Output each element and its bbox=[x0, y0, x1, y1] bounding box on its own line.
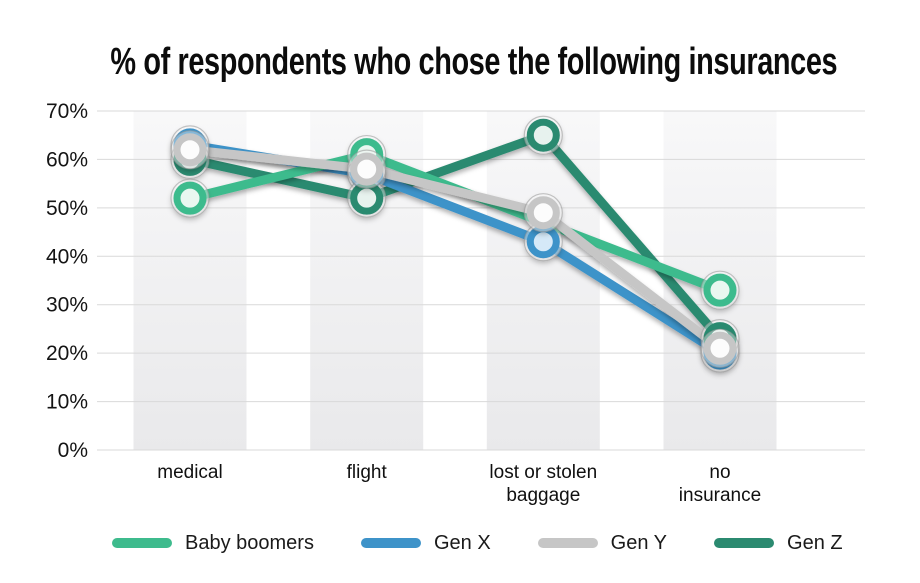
marker-gen-z bbox=[523, 115, 563, 155]
marker-gen-z bbox=[347, 178, 387, 218]
legend-item-baby-boomers: Baby boomers bbox=[112, 532, 314, 555]
marker-gen-y bbox=[170, 130, 210, 170]
series-line-baby-boomers bbox=[185, 150, 725, 295]
legend-item-gen-y: Gen Y bbox=[537, 531, 668, 555]
marker-baby-boomers bbox=[170, 178, 210, 218]
legend-item-gen-z: Gen Z bbox=[714, 532, 843, 555]
x-tick-label: lost or stolen baggage bbox=[489, 462, 597, 506]
marker-ring bbox=[350, 152, 384, 186]
legend-swatch-gen-z bbox=[714, 538, 775, 548]
marker-gen-y bbox=[347, 149, 387, 189]
marker-ring bbox=[526, 118, 560, 152]
legend-swatch-baby-boomers bbox=[112, 538, 172, 548]
y-tick-label: 40% bbox=[46, 245, 88, 268]
y-tick-label: 10% bbox=[46, 391, 88, 414]
y-tick-label: 0% bbox=[58, 439, 88, 462]
y-tick-label: 60% bbox=[46, 148, 88, 171]
series-line-gen-y bbox=[185, 145, 725, 353]
y-axis-labels: 0% 10% 20% 30% 40% 50% 60% 70% bbox=[46, 100, 88, 462]
y-tick-label: 20% bbox=[46, 342, 88, 365]
x-axis-labels: medical flight lost or stolen baggage no insu… bbox=[157, 462, 761, 506]
category-band bbox=[486, 111, 600, 450]
marker-ring bbox=[350, 181, 384, 215]
marker-ring bbox=[703, 273, 737, 307]
x-tick-label: flight bbox=[347, 462, 388, 483]
marker-ring bbox=[703, 331, 737, 365]
x-tick-label: medical bbox=[157, 462, 222, 483]
series-markers bbox=[170, 115, 740, 373]
marker-ring bbox=[173, 181, 207, 215]
legend: Baby boomers Gen X Gen Y Gen Z bbox=[112, 529, 920, 557]
legend-swatch-gen-y bbox=[537, 538, 598, 548]
y-tick-label: 30% bbox=[46, 294, 88, 317]
marker-gen-y bbox=[523, 193, 563, 233]
legend-label: Gen Y bbox=[610, 531, 668, 554]
y-tick-label: 50% bbox=[46, 197, 88, 220]
legend-swatch-gen-x bbox=[360, 538, 421, 548]
legend-label: Gen Z bbox=[787, 531, 843, 554]
marker-ring bbox=[173, 133, 207, 167]
marker-gen-y bbox=[700, 328, 740, 368]
series-lines bbox=[185, 130, 725, 358]
chart-title: % of respondents who chose the following… bbox=[110, 41, 838, 83]
x-tick-label: no insurance bbox=[679, 462, 761, 506]
marker-baby-boomers bbox=[700, 270, 740, 310]
marker-gen-x bbox=[523, 222, 563, 262]
y-tick-label: 70% bbox=[46, 100, 88, 123]
category-bands bbox=[133, 111, 777, 450]
legend-label: Baby boomers bbox=[185, 531, 314, 554]
marker-ring bbox=[526, 225, 560, 259]
legend-item-gen-x: Gen X bbox=[360, 531, 491, 555]
legend-label: Gen X bbox=[433, 531, 491, 554]
marker-ring bbox=[526, 196, 560, 230]
